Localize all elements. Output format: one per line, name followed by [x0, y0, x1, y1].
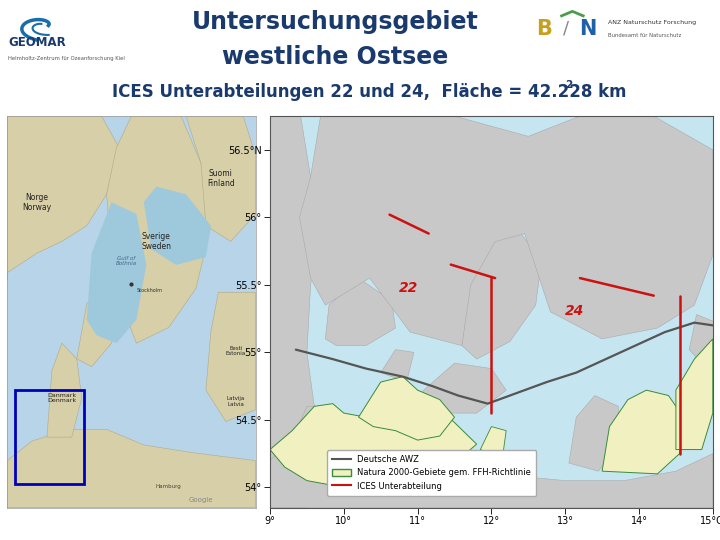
Text: Gulf of
Bothnia: Gulf of Bothnia — [116, 255, 137, 266]
Polygon shape — [7, 116, 119, 281]
Text: Danmark
Denmark: Danmark Denmark — [48, 393, 76, 403]
Polygon shape — [602, 390, 683, 474]
Deutsche AWZ — [428, 383, 436, 389]
Polygon shape — [270, 407, 713, 508]
Polygon shape — [325, 278, 395, 346]
Text: Google: Google — [189, 497, 213, 503]
Polygon shape — [86, 202, 146, 343]
Text: Hamburg: Hamburg — [156, 484, 181, 489]
Polygon shape — [270, 396, 477, 488]
Polygon shape — [381, 349, 414, 382]
Deutsche AWZ — [708, 322, 717, 328]
Polygon shape — [569, 396, 618, 471]
Polygon shape — [107, 116, 211, 343]
Polygon shape — [7, 429, 256, 508]
Polygon shape — [300, 110, 713, 346]
Polygon shape — [47, 343, 82, 437]
Text: Latvija
Latvia: Latvija Latvia — [227, 396, 245, 407]
Deutsche AWZ — [631, 342, 639, 349]
Legend: Deutsche AWZ, Natura 2000-Gebiete gem. FFH-Richtlinie, ICES Unterabteilung: Deutsche AWZ, Natura 2000-Gebiete gem. F… — [328, 450, 536, 496]
Polygon shape — [418, 409, 451, 436]
Text: Bundesamt für Naturschutz: Bundesamt für Naturschutz — [608, 33, 682, 38]
Text: westliche Ostsee: westliche Ostsee — [222, 45, 448, 69]
Deutsche AWZ — [292, 346, 300, 353]
Polygon shape — [77, 281, 122, 367]
Polygon shape — [206, 292, 256, 421]
Text: 24: 24 — [565, 303, 585, 318]
Text: Norge
Norway: Norge Norway — [22, 193, 52, 212]
Polygon shape — [418, 363, 506, 413]
Text: N: N — [580, 19, 597, 39]
Polygon shape — [186, 116, 256, 241]
Polygon shape — [676, 339, 713, 450]
Text: ICES Unterabteilungen 22 und 24,  Fläche = 42.228 km: ICES Unterabteilungen 22 und 24, Fläche … — [112, 83, 626, 101]
Deutsche AWZ — [660, 329, 669, 335]
Deutsche AWZ — [572, 369, 580, 376]
Deutsche AWZ — [542, 379, 551, 386]
Polygon shape — [462, 234, 541, 359]
Line: Deutsche AWZ: Deutsche AWZ — [296, 323, 713, 404]
Text: ANZ Naturschutz Forschung: ANZ Naturschutz Forschung — [608, 21, 696, 25]
Text: GEOMAR: GEOMAR — [9, 36, 66, 49]
Polygon shape — [480, 427, 506, 458]
Deutsche AWZ — [601, 356, 610, 362]
Polygon shape — [270, 110, 322, 508]
Polygon shape — [689, 315, 720, 369]
Text: 2: 2 — [565, 80, 572, 90]
Polygon shape — [144, 187, 211, 265]
Text: B: B — [536, 19, 552, 39]
Deutsche AWZ — [690, 320, 698, 326]
Deutsche AWZ — [361, 366, 370, 372]
Deutsche AWZ — [513, 389, 521, 396]
Text: Suomi
Finland: Suomi Finland — [207, 169, 235, 188]
Deutsche AWZ — [398, 374, 407, 380]
Deutsche AWZ — [483, 401, 492, 407]
Polygon shape — [359, 377, 454, 440]
Bar — [14, 390, 84, 484]
Text: Helmholtz-Zentrum für Ozeanforschung Kiel: Helmholtz-Zentrum für Ozeanforschung Kie… — [9, 56, 125, 61]
Deutsche AWZ — [454, 393, 462, 399]
Text: Untersuchungsgebiet: Untersuchungsgebiet — [192, 10, 478, 35]
Text: Sverige
Sweden: Sverige Sweden — [141, 232, 171, 251]
Text: 22: 22 — [399, 281, 418, 295]
Deutsche AWZ — [328, 356, 337, 362]
Text: Eesti
Estonia: Eesti Estonia — [225, 346, 246, 356]
Text: Stockholm: Stockholm — [136, 288, 163, 293]
Text: /: / — [563, 20, 570, 38]
